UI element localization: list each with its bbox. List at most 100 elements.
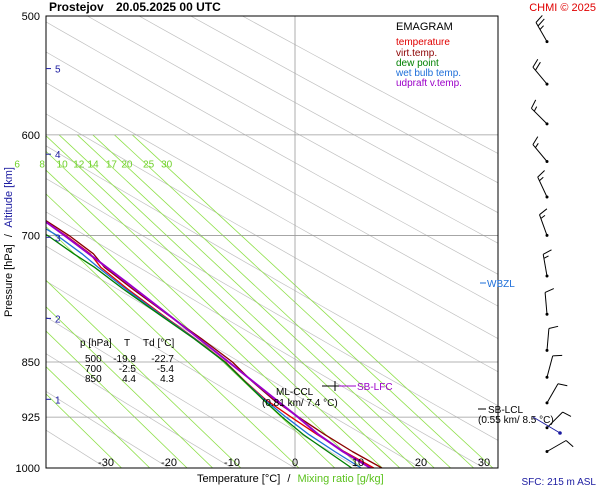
pressure-tick-label: 700	[22, 230, 40, 242]
wind-barb	[545, 411, 572, 430]
y-axis-title-pressure: Pressure [hPa]	[3, 244, 15, 317]
legend-item-wet-bulb: wet bulb temp.	[395, 68, 461, 79]
sb-lcl-label: SB-LCL	[488, 405, 523, 416]
temperature-tick-label: 20	[415, 457, 427, 469]
mixing-ratio-line	[46, 150, 383, 468]
mixing-ratio-label: 6	[14, 160, 20, 171]
table-header-p: p [hPa]	[80, 338, 112, 349]
series-line-udpraft-v-temp	[46, 220, 372, 468]
pressure-tick-label: 850	[22, 357, 40, 369]
table-row-700-t: -2.5	[119, 364, 137, 375]
mixing-ratio-line	[46, 135, 401, 468]
x-axis-title-mix: Mixing ratio [g/kg]	[297, 473, 383, 485]
series-line-temperature	[46, 221, 375, 468]
altitude-tick-label: 1	[55, 395, 61, 406]
legend-item-dew-point: dew point	[396, 58, 439, 69]
ml-ccl-detail: (0.81 km/ 7.4 °C)	[262, 398, 338, 409]
pressure-tick-label: 925	[22, 412, 40, 424]
temperature-tick-label: 10	[352, 457, 364, 469]
table-header-t: T	[124, 338, 130, 349]
mixing-ratio-label: 14	[88, 160, 100, 171]
dry-adiabat-line	[46, 178, 498, 441]
wind-barb	[535, 15, 549, 44]
temperature-tick-label: -10	[224, 457, 240, 469]
table-row-500-td: -22.7	[151, 354, 174, 365]
temperature-tick-label: -30	[98, 457, 114, 469]
wind-barb	[545, 325, 559, 352]
series-line-wet-bulb-temp	[46, 228, 362, 468]
y-axis-title: Pressure [hPa] / Altitude [km]	[3, 167, 15, 317]
wind-barb	[532, 136, 549, 163]
temperature-tick-label: 0	[292, 457, 298, 469]
mixing-ratio-line	[46, 330, 188, 468]
mixing-ratio-line	[92, 134, 451, 468]
wbzl-label: WBZL	[487, 279, 515, 290]
mixing-ratio-line	[46, 169, 362, 468]
table-row-700-p: 700	[85, 364, 102, 375]
pressure-tick-label: 1000	[16, 463, 40, 475]
dry-adiabat-line	[46, 145, 498, 407]
sb-lcl-detail: (0.55 km/ 8.5 °C)	[478, 415, 554, 426]
dry-adiabat-line	[46, 21, 498, 275]
table-row-850-p: 850	[85, 374, 102, 385]
mixing-ratio-line	[46, 279, 242, 468]
altitude-tick-label: 3	[55, 233, 61, 244]
altitude-tick-label: 5	[55, 65, 61, 76]
altitude-tick-label: 4	[55, 150, 61, 161]
pressure-tick-label: 600	[22, 130, 40, 142]
temperature-tick-label: 30	[478, 457, 490, 469]
mixing-ratio-label: 10	[57, 160, 69, 171]
x-axis-title-sep: /	[287, 473, 291, 485]
wind-barb	[545, 383, 568, 405]
level-table: p [hPa] T Td [°C] 500 -19.9 -22.7 700 -2…	[80, 338, 174, 385]
dry-adiabat-line	[138, 16, 498, 214]
wind-barb	[542, 249, 552, 278]
table-row-850-t: 4.4	[122, 374, 136, 385]
wind-barb	[545, 354, 563, 379]
mixing-ratio-label: 17	[106, 160, 118, 171]
table-row-850-td: 4.3	[160, 374, 174, 385]
pressure-tick-label: 500	[22, 11, 40, 23]
table-header-td: Td [°C]	[143, 338, 174, 349]
mixing-ratio-line	[46, 306, 213, 468]
mixing-ratio-line	[46, 393, 122, 468]
mixing-ratio-line	[77, 134, 435, 468]
x-axis-title-temp: Temperature [°C]	[197, 473, 280, 485]
sfc-info: SFC: 215 m ASL	[522, 477, 597, 488]
wind-barb	[537, 170, 549, 199]
dry-adiabat-line	[46, 280, 359, 468]
dry-adiabat-line	[190, 16, 498, 184]
surface-wind-line	[532, 416, 561, 434]
surface-wind-dot	[558, 431, 562, 435]
dry-adiabat-line	[46, 113, 498, 373]
dry-adiabat-line	[242, 16, 498, 154]
dry-adiabat-line	[46, 353, 233, 468]
table-row-700-td: -5.4	[157, 364, 175, 375]
wind-barb	[545, 440, 574, 453]
legend-item-updraft: udpraft v.temp.	[396, 78, 462, 89]
wind-barb	[532, 58, 549, 86]
table-row-500-p: 500	[85, 354, 102, 365]
dry-adiabat-line	[46, 82, 498, 340]
table-row-500-t: -19.9	[113, 354, 136, 365]
dry-adiabat-line	[46, 51, 498, 307]
mixing-ratio-label: 20	[121, 160, 133, 171]
mixing-ratio-label: 25	[143, 160, 155, 171]
dry-adiabat-line	[87, 16, 498, 244]
wind-barb	[544, 288, 555, 316]
temperature-tick-label: -20	[161, 457, 177, 469]
altitude-tick-label: 2	[55, 314, 61, 325]
mixing-ratio-line	[46, 226, 300, 468]
y-axis-title-sep: /	[3, 233, 15, 237]
mixing-ratio-label: 30	[161, 160, 173, 171]
dry-adiabat-line	[46, 390, 170, 468]
legend-item-temperature: temperature	[396, 37, 450, 48]
legend-item-virt-temp: virt.temp.	[396, 48, 437, 59]
date-time: 20.05.2025 00 UTC	[116, 0, 221, 14]
mixing-ratio-line	[46, 366, 151, 468]
mixing-ratio-label: 8	[39, 160, 45, 171]
sb-lfc-label: SB-LFC	[357, 382, 393, 393]
wind-barb	[530, 99, 549, 126]
y-axis-title-altitude: Altitude [km]	[3, 167, 15, 228]
svg-text:Pressure [hPa] / A: Pressure [hPa] / Altitude [km]	[3, 167, 15, 317]
